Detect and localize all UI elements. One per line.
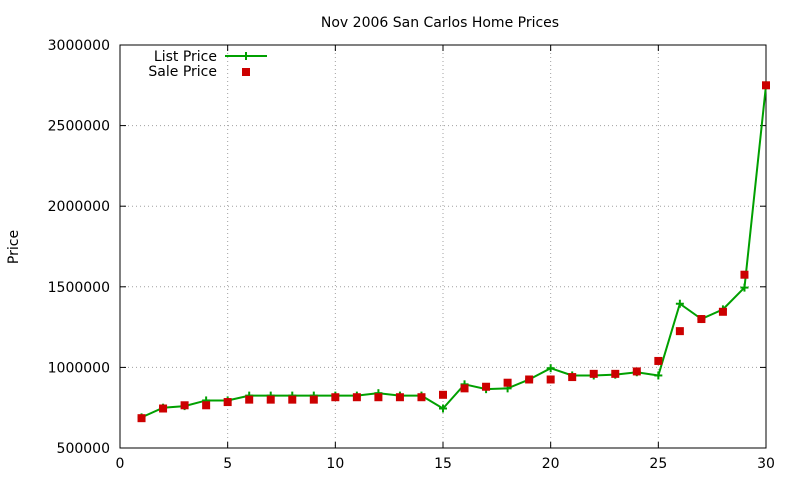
chart-title: Nov 2006 San Carlos Home Prices xyxy=(321,15,559,31)
x-tick-label: 30 xyxy=(757,456,775,472)
sale-price-point xyxy=(331,393,340,402)
grid xyxy=(120,45,766,448)
y-axis-label: Price xyxy=(6,230,22,264)
sale-price-point xyxy=(245,395,254,404)
sale-price-point xyxy=(417,393,426,402)
sale-price-point xyxy=(202,401,211,410)
sale-price-point xyxy=(223,398,232,407)
sale-price-point xyxy=(740,270,749,279)
sale-price-point xyxy=(352,393,361,402)
sale-price-point xyxy=(546,375,555,384)
sale-price-point xyxy=(762,81,770,90)
legend-sample-list-price xyxy=(225,52,267,60)
sale-price-point xyxy=(460,384,469,393)
sale-price-point xyxy=(137,414,146,423)
axis-ticks: 0 5 10 15 20 25 30 500000 1000000 1500000 2000000 2… xyxy=(48,38,775,472)
series xyxy=(137,81,770,423)
sale-price-point xyxy=(525,375,534,384)
y-tick-label: 1500000 xyxy=(48,280,110,296)
x-tick-label: 15 xyxy=(434,456,452,472)
sale-price-point xyxy=(180,401,189,410)
sale-price-point xyxy=(374,393,383,402)
sale-price-point xyxy=(675,327,684,336)
y-tick-label: 2500000 xyxy=(48,119,110,135)
y-tick-label: 1000000 xyxy=(48,360,110,376)
y-tick-label: 2000000 xyxy=(48,199,110,215)
y-tick-label: 500000 xyxy=(57,441,110,457)
sale-price-point xyxy=(439,390,447,399)
sale-price-point xyxy=(395,393,404,402)
sale-price-point xyxy=(568,373,577,382)
sale-price-point xyxy=(697,315,706,324)
x-tick-label: 5 xyxy=(223,456,232,472)
legend-sample-sale-price xyxy=(242,68,250,76)
sale-price-point xyxy=(159,404,168,413)
sale-price-point xyxy=(309,395,318,404)
sale-price-point xyxy=(632,367,641,376)
sale-price-point xyxy=(288,395,297,404)
sale-price-point xyxy=(266,395,275,404)
legend: List Price Sale Price xyxy=(148,49,267,80)
sale-price-point xyxy=(654,356,663,365)
x-tick-label: 25 xyxy=(649,456,667,472)
series-list-price xyxy=(137,81,770,422)
sale-price-point xyxy=(718,307,727,316)
x-tick-label: 0 xyxy=(116,456,125,472)
x-tick-label: 20 xyxy=(542,456,560,472)
legend-label-list-price: List Price xyxy=(154,49,217,65)
sale-price-point xyxy=(482,382,491,391)
sale-price-point xyxy=(589,369,598,378)
legend-square xyxy=(242,68,250,76)
series-sale-price xyxy=(137,81,770,423)
sale-price-point xyxy=(611,369,620,378)
sale-price-point xyxy=(503,378,512,387)
y-tick-label: 3000000 xyxy=(48,38,110,54)
legend-label-sale-price: Sale Price xyxy=(148,64,217,80)
x-tick-label: 10 xyxy=(326,456,344,472)
